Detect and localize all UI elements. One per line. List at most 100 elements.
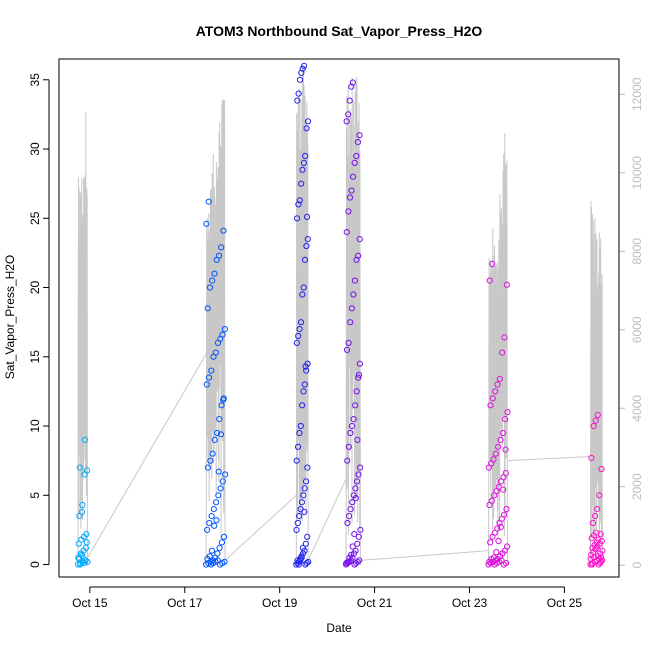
- altitude-trace-2: [205, 99, 226, 566]
- data-point: [207, 457, 214, 464]
- data-point: [216, 416, 223, 423]
- data-point: [303, 560, 310, 567]
- data-point: [213, 499, 220, 506]
- connector-line-1: [85, 353, 207, 561]
- data-point: [303, 213, 311, 220]
- data-point: [348, 305, 355, 312]
- y2-tick-label: 0: [630, 562, 644, 569]
- data-point: [594, 411, 601, 419]
- data-point: [502, 416, 509, 423]
- data-point: [302, 152, 309, 160]
- data-point: [295, 558, 303, 565]
- data-point: [347, 506, 354, 513]
- x-axis-label: Date: [326, 621, 352, 635]
- data-point: [343, 229, 350, 236]
- data-point: [299, 291, 306, 298]
- data-point: [301, 381, 308, 388]
- data-point: [352, 547, 359, 554]
- data-point: [502, 470, 509, 477]
- data-point: [302, 478, 310, 485]
- data-point: [489, 260, 496, 268]
- data-point: [212, 349, 219, 356]
- data-point: [354, 436, 361, 443]
- data-point: [299, 166, 306, 173]
- data-point: [215, 492, 222, 499]
- y-tick-label: 35: [28, 73, 42, 87]
- data-point: [349, 543, 356, 550]
- y2-tick-label: 8000: [630, 238, 644, 265]
- data-point: [592, 513, 599, 520]
- data-point: [352, 495, 359, 502]
- data-point: [77, 561, 84, 568]
- data-point: [495, 443, 502, 450]
- y2-tick-label: 4000: [630, 395, 644, 422]
- data-point: [293, 457, 300, 464]
- data-point: [211, 436, 218, 443]
- data-point: [294, 443, 302, 450]
- data-point: [217, 431, 224, 438]
- data-point: [84, 467, 91, 474]
- data-point: [501, 334, 508, 341]
- data-point: [353, 256, 360, 263]
- data-point: [591, 554, 598, 561]
- data-point: [203, 220, 210, 227]
- data-point: [203, 381, 210, 388]
- data-point: [486, 277, 493, 284]
- data-point: [79, 501, 86, 509]
- data-point: [353, 152, 360, 160]
- data-point: [303, 242, 310, 250]
- y2-tick-label: 10000: [630, 156, 644, 190]
- data-point: [598, 465, 605, 473]
- data-point: [304, 118, 312, 125]
- data-point: [297, 319, 305, 326]
- data-point: [504, 543, 511, 550]
- y-tick-label: 25: [28, 211, 42, 225]
- data-point: [83, 531, 90, 538]
- data-point: [356, 132, 363, 139]
- data-point: [83, 539, 90, 546]
- connector-line-5: [507, 456, 591, 462]
- data-point: [352, 485, 359, 492]
- data-point: [78, 551, 85, 558]
- data-point: [599, 557, 606, 564]
- data-point: [295, 561, 302, 568]
- data-point: [488, 497, 495, 504]
- data-point: [303, 125, 310, 132]
- data-point: [492, 450, 499, 457]
- data-point: [597, 558, 605, 565]
- data-point: [352, 402, 359, 409]
- data-point: [355, 371, 363, 378]
- data-point: [596, 492, 603, 499]
- chart-title: ATOM3 Northbound Sat_Vapor_Press_H2O: [196, 23, 483, 39]
- data-point: [351, 531, 358, 538]
- y-tick-label: 30: [28, 142, 42, 156]
- y2-tick-label: 2000: [630, 473, 644, 500]
- data-point: [356, 236, 363, 243]
- data-point: [587, 555, 594, 563]
- data-point: [299, 402, 306, 409]
- connector-line-4: [360, 550, 489, 561]
- data-point: [204, 305, 211, 312]
- data-point: [494, 525, 501, 532]
- data-point: [205, 198, 212, 205]
- data-point: [295, 90, 302, 97]
- data-point: [487, 402, 494, 409]
- y-tick-label: 15: [28, 350, 42, 364]
- x-tick-label: Oct 25: [547, 596, 583, 610]
- y-tick-label: 5: [28, 492, 42, 499]
- data-point: [300, 284, 307, 291]
- data-point: [503, 506, 510, 513]
- data-point: [297, 422, 304, 430]
- data-point: [495, 537, 502, 545]
- data-point: [354, 540, 361, 547]
- data-point: [351, 159, 358, 166]
- altitude-trace-1: [77, 112, 88, 566]
- data-point: [210, 506, 217, 513]
- y-tick-label: 0: [28, 561, 42, 568]
- y-axis-label: Sat_Vapor_Press_H2O: [3, 255, 17, 380]
- data-point: [208, 513, 215, 520]
- data-point: [350, 416, 357, 423]
- data-point: [296, 76, 304, 83]
- data-point: [206, 519, 213, 527]
